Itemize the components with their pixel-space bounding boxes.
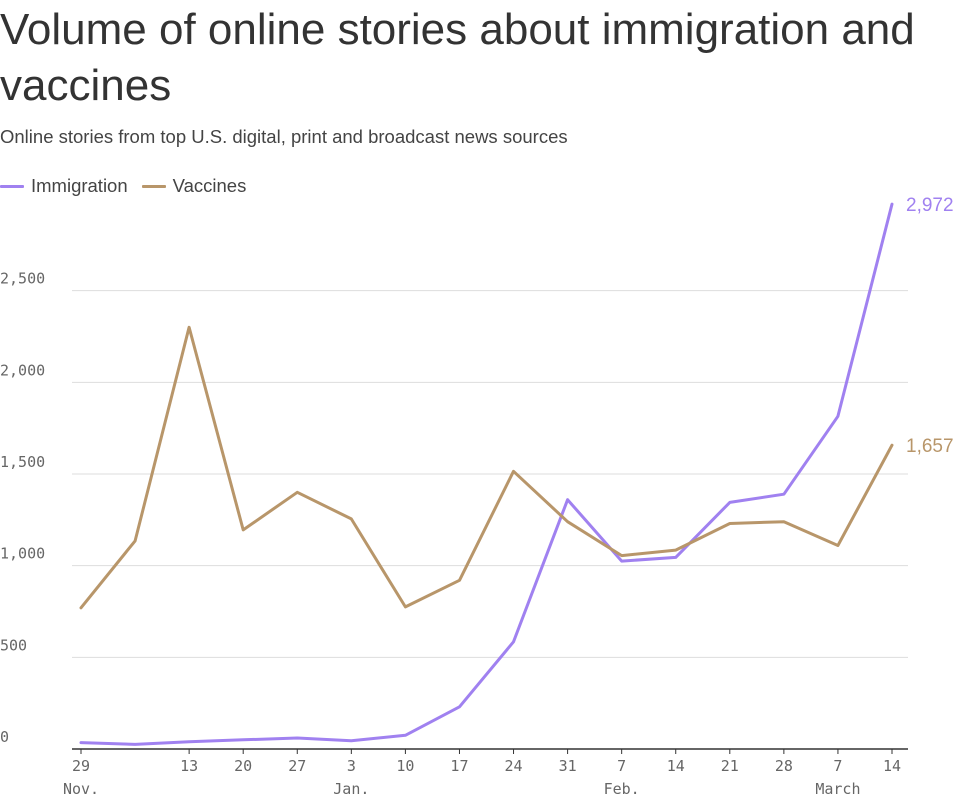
x-tick-sublabel: March xyxy=(815,780,860,798)
end-label-immigration: 2,972 xyxy=(906,195,954,216)
legend-label-immigration: Immigration xyxy=(31,175,128,196)
chart-subtitle: Online stories from top U.S. digital, pr… xyxy=(0,126,568,147)
legend-item-immigration: Immigration xyxy=(0,175,128,197)
x-tick-label: 29 xyxy=(72,757,90,775)
x-tick-label: 28 xyxy=(775,757,793,775)
y-tick-label: 500 xyxy=(0,636,27,654)
legend-swatch-vaccines xyxy=(141,184,166,188)
series-line-vaccines xyxy=(79,325,894,610)
x-tick-sublabel: Jan. xyxy=(333,780,369,798)
y-axis-ticks: 0 500 1,000 1,500 2,000 2,500 xyxy=(0,270,45,746)
x-tick-label: 17 xyxy=(450,757,468,775)
x-tick-label: 21 xyxy=(721,757,739,775)
y-tick-label: 1,500 xyxy=(0,453,45,471)
x-tick-label: 14 xyxy=(667,757,685,775)
y-tick-label: 2,500 xyxy=(0,270,45,288)
x-tick-label: 13 xyxy=(180,757,198,775)
x-tick-label: 27 xyxy=(288,757,306,775)
legend-label-vaccines: Vaccines xyxy=(172,175,247,196)
end-labels: 2,972 1,657 xyxy=(906,195,954,457)
y-tick-label: 0 xyxy=(0,728,9,746)
x-tick-sublabel: Feb. xyxy=(604,780,640,798)
x-tick-label: 10 xyxy=(396,757,414,775)
series-line-immigration xyxy=(79,202,894,746)
x-tick-label: 7 xyxy=(833,757,842,775)
series-lines xyxy=(79,202,894,746)
x-tick-label: 14 xyxy=(883,757,901,775)
y-tick-label: 1,000 xyxy=(0,545,45,563)
y-tick-label: 2,000 xyxy=(0,361,45,379)
legend-swatch-immigration xyxy=(0,184,24,188)
x-tick-label: 20 xyxy=(234,757,252,775)
x-tick-sublabel: Nov. xyxy=(63,780,99,798)
end-label-vaccines: 1,657 xyxy=(906,436,954,457)
x-tick-label: 3 xyxy=(347,757,356,775)
x-tick-label: 31 xyxy=(559,757,577,775)
legend-item-vaccines: Vaccines xyxy=(141,175,247,197)
legend: Immigration Vaccines xyxy=(0,175,260,197)
x-tick-label: 24 xyxy=(505,757,523,775)
x-tick-label: 7 xyxy=(617,757,626,775)
x-axis-ticks: 29 Nov. 13 20 27 3 Jan. 10 17 24 31 7 Feb. 14 21 28 7 Mar… xyxy=(63,749,901,798)
chart-title: Volume of online stories about immigrati… xyxy=(0,5,915,110)
gridlines xyxy=(72,290,908,658)
